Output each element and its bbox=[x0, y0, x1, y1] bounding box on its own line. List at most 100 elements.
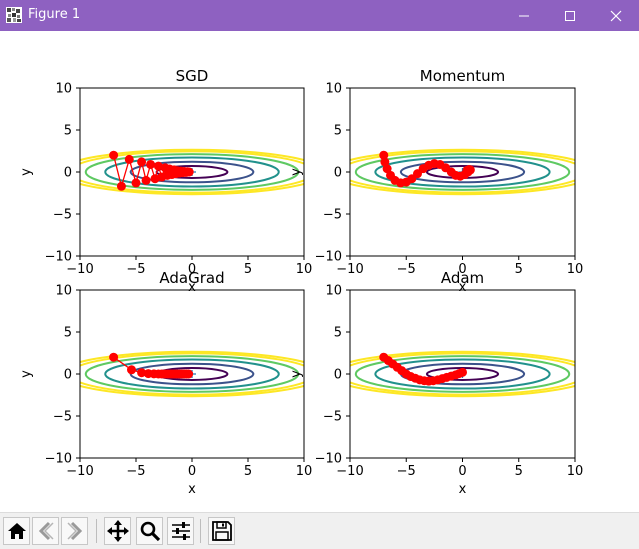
x-axis-label: x bbox=[188, 280, 196, 295]
path-point bbox=[137, 157, 147, 167]
path-point bbox=[382, 164, 392, 174]
contour-line bbox=[80, 148, 304, 196]
contour-line bbox=[80, 150, 304, 194]
y-tick-label: 5 bbox=[64, 326, 72, 341]
subplot-momentum bbox=[346, 87, 576, 260]
pan-button[interactable] bbox=[104, 517, 131, 545]
subplot-title: SGD bbox=[176, 67, 209, 85]
toolbar-separator bbox=[200, 519, 201, 543]
contour-lines bbox=[350, 148, 575, 196]
contour-lines bbox=[80, 148, 304, 196]
x-tick-label: −5 bbox=[126, 464, 145, 479]
subplot-title: AdaGrad bbox=[159, 269, 224, 287]
subplot-adagrad bbox=[76, 289, 305, 462]
y-tick-label: 0 bbox=[334, 166, 342, 181]
y-tick-label: 10 bbox=[325, 82, 342, 97]
close-button[interactable] bbox=[593, 0, 639, 31]
back-arrow-icon bbox=[38, 521, 54, 541]
x-tick-label: −5 bbox=[397, 262, 416, 277]
move-icon bbox=[106, 520, 129, 542]
x-tick-label: 5 bbox=[515, 262, 523, 277]
configure-subplots-button[interactable] bbox=[167, 517, 194, 545]
path-point bbox=[184, 369, 194, 379]
contour-line bbox=[104, 156, 280, 188]
figure-icon bbox=[6, 7, 22, 23]
path-point bbox=[127, 365, 137, 375]
path-point bbox=[462, 165, 472, 175]
y-tick-label: −10 bbox=[45, 452, 72, 467]
y-axis-label: y bbox=[289, 168, 304, 176]
x-tick-label: −10 bbox=[336, 464, 363, 479]
path-point bbox=[146, 159, 156, 169]
window-title: Figure 1 bbox=[28, 7, 81, 22]
path-point bbox=[458, 367, 467, 377]
subplot-title: Momentum bbox=[420, 67, 505, 85]
y-tick-label: −5 bbox=[53, 208, 72, 223]
y-tick-label: −10 bbox=[315, 452, 342, 467]
path-point bbox=[379, 150, 389, 160]
path-point bbox=[109, 150, 119, 160]
contour-line bbox=[350, 150, 575, 194]
zoom-button[interactable] bbox=[136, 517, 163, 545]
y-tick-label: 10 bbox=[55, 284, 72, 299]
x-axis-label: x bbox=[459, 482, 467, 497]
contour-line bbox=[104, 358, 280, 390]
y-tick-label: −10 bbox=[45, 250, 72, 265]
minimize-icon bbox=[519, 15, 529, 16]
x-tick-label: 0 bbox=[458, 262, 466, 277]
figure-canvas[interactable]: −10 −5 0 5 10 10 5 0 −5 −10 SGD x y −10 −5 0 5 10 10 5 0 −5 −1… bbox=[0, 31, 639, 512]
y-tick-label: −10 bbox=[315, 250, 342, 265]
save-button[interactable] bbox=[208, 517, 235, 545]
x-tick-label: 5 bbox=[515, 464, 523, 479]
subplot-title: Adam bbox=[441, 269, 484, 287]
minimize-button[interactable] bbox=[501, 0, 547, 31]
path-point bbox=[184, 167, 194, 177]
y-tick-label: 5 bbox=[64, 124, 72, 139]
path-point bbox=[141, 175, 151, 185]
x-tick-label: −5 bbox=[126, 262, 145, 277]
contour-line bbox=[354, 153, 571, 191]
contour-line bbox=[399, 160, 526, 184]
y-tick-label: 5 bbox=[334, 124, 342, 139]
contour-line bbox=[84, 153, 300, 191]
path-point bbox=[131, 178, 141, 188]
forward-button[interactable] bbox=[61, 517, 88, 545]
sliders-icon bbox=[171, 522, 190, 540]
contour-line bbox=[354, 355, 571, 393]
contour-line bbox=[350, 148, 575, 196]
x-axis-label: x bbox=[459, 280, 467, 295]
subplot-sgd bbox=[76, 87, 305, 260]
path-point bbox=[124, 154, 134, 164]
y-axis-label: y bbox=[19, 370, 34, 378]
window-titlebar: Figure 1 bbox=[0, 0, 639, 31]
contour-line bbox=[374, 358, 551, 390]
x-tick-label: 0 bbox=[188, 262, 196, 277]
close-icon bbox=[610, 10, 622, 21]
contour-line bbox=[350, 350, 575, 398]
x-axis-label: x bbox=[188, 482, 196, 497]
x-tick-label: 5 bbox=[244, 464, 252, 479]
save-icon bbox=[211, 521, 232, 541]
contour-line bbox=[80, 350, 304, 398]
x-tick-label: −5 bbox=[397, 464, 416, 479]
forward-arrow-icon bbox=[66, 521, 82, 541]
x-tick-label: −10 bbox=[66, 262, 93, 277]
path-point bbox=[153, 161, 163, 171]
y-tick-label: −5 bbox=[323, 410, 342, 425]
maximize-button[interactable] bbox=[547, 0, 593, 31]
toolbar-separator bbox=[96, 519, 97, 543]
y-tick-label: 0 bbox=[64, 368, 72, 383]
path-point bbox=[116, 181, 126, 191]
path-point bbox=[137, 368, 147, 378]
contour-line bbox=[129, 160, 255, 184]
x-tick-label: 10 bbox=[567, 464, 584, 479]
x-tick-label: 10 bbox=[567, 262, 584, 277]
home-button[interactable] bbox=[3, 517, 30, 545]
x-tick-label: 0 bbox=[188, 464, 196, 479]
navigation-toolbar bbox=[0, 512, 639, 549]
y-axis-label: y bbox=[19, 168, 34, 176]
y-tick-label: 10 bbox=[325, 284, 342, 299]
zoom-icon bbox=[140, 521, 160, 542]
contour-lines bbox=[80, 350, 304, 398]
back-button[interactable] bbox=[32, 517, 59, 545]
